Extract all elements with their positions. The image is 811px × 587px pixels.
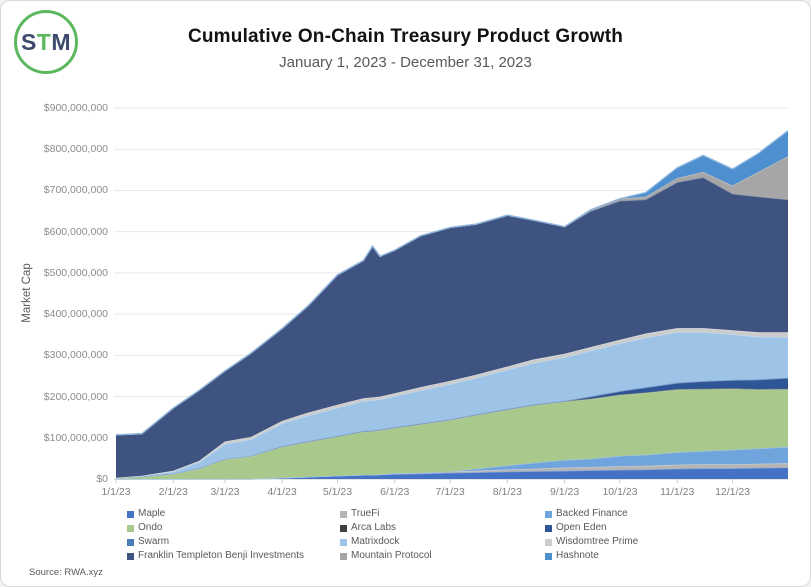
legend-item-matrixdock: Matrixdock [340, 535, 545, 549]
legend-label: Matrixdock [351, 536, 400, 547]
legend-item-hashnote: Hashnote [545, 549, 638, 563]
x-tick-label: 10/1/23 [602, 486, 638, 498]
x-tick-label: 1/1/23 [101, 486, 131, 498]
legend-label: Maple [138, 508, 166, 519]
legend-item-franklin-templeton-benji-investments: Franklin Templeton Benji Investments [127, 549, 340, 563]
y-tick-label: $700,000,000 [43, 184, 108, 197]
y-tick-label: $800,000,000 [43, 143, 108, 156]
legend-swatch [340, 552, 347, 560]
legend-swatch [545, 552, 552, 560]
legend-label: Hashnote [556, 550, 599, 561]
y-tick-label: $0 [96, 473, 108, 485]
legend-swatch [340, 510, 347, 518]
legend-item-swarm: Swarm [127, 535, 340, 549]
legend-swatch [545, 510, 552, 518]
y-tick-label: $400,000,000 [43, 308, 108, 321]
legend-swatch [127, 510, 134, 518]
area-ondo [116, 388, 788, 479]
legend-swatch [545, 524, 552, 532]
legend-label: Open Eden [556, 522, 607, 533]
legend-label: Mountain Protocol [351, 550, 432, 561]
legend-label: Backed Finance [556, 508, 628, 519]
x-tick-label: 2/1/23 [158, 486, 188, 498]
x-tick-label: 5/1/23 [322, 486, 353, 498]
legend-item-ondo: Ondo [127, 521, 340, 535]
x-tick-label: 9/1/23 [550, 486, 580, 498]
legend-item-arca-labs: Arca Labs [340, 521, 545, 535]
legend-label: Wisdomtree Prime [556, 536, 639, 547]
legend-label: TrueFi [351, 508, 380, 519]
y-tick-label: $600,000,000 [43, 225, 108, 238]
legend-swatch [127, 524, 134, 532]
y-tick-label: $100,000,000 [43, 431, 108, 444]
area-franklin-templeton-benji-investments [116, 177, 788, 478]
source-note: Source: RWA.xyz [29, 567, 103, 578]
legend-label: Franklin Templeton Benji Investments [138, 550, 305, 561]
legend-swatch [545, 538, 552, 546]
legend-swatch [340, 538, 347, 546]
legend-label: Ondo [138, 522, 163, 533]
area-open-eden [116, 378, 788, 478]
page-subtitle: January 1, 2023 - December 31, 2023 [279, 54, 532, 71]
x-tick-label: 4/1/23 [267, 486, 297, 498]
y-tick-label: $300,000,000 [43, 349, 108, 362]
area-mountain-protocol [116, 156, 788, 435]
x-tick-label: 6/1/23 [380, 486, 410, 498]
legend-swatch [340, 524, 347, 532]
logo-letter-s: S [20, 28, 37, 55]
legend: Maple Ondo Swarm Franklin Templeton Benji I… [127, 507, 638, 563]
y-tick-label: $200,000,000 [43, 390, 108, 403]
x-tick-label: 7/1/23 [435, 486, 465, 498]
area-backed-finance [116, 446, 788, 479]
x-tick-label: 12/1/23 [715, 486, 751, 498]
logo-letter-t: T [36, 28, 52, 55]
area-edge-hashnote [115, 130, 789, 436]
logo-letter-m: M [51, 28, 72, 55]
legend-item-wisdomtree-prime: Wisdomtree Prime [545, 535, 638, 549]
page-title: Cumulative On-Chain Treasury Product Gro… [187, 26, 624, 47]
legend-swatch [127, 538, 134, 546]
area-matrixdock [116, 332, 788, 478]
legend-item-truefi: TrueFi [340, 507, 545, 521]
legend-swatch [127, 552, 134, 560]
legend-item-backed-finance: Backed Finance [545, 507, 638, 521]
legend-item-mountain-protocol: Mountain Protocol [340, 549, 545, 563]
legend-label: Swarm [138, 536, 170, 547]
area-truefi [116, 463, 788, 479]
x-tick-label: 8/1/23 [492, 486, 522, 498]
y-tick-label: $900,000,000 [43, 102, 108, 114]
x-tick-label: 11/1/23 [660, 486, 695, 498]
legend-item-open-eden: Open Eden [545, 521, 638, 535]
x-tick-label: 3/1/23 [210, 486, 240, 498]
y-tick-label: $500,000,000 [43, 266, 108, 279]
legend-label: Arca Labs [351, 522, 397, 533]
legend-item-maple: Maple [127, 507, 340, 521]
